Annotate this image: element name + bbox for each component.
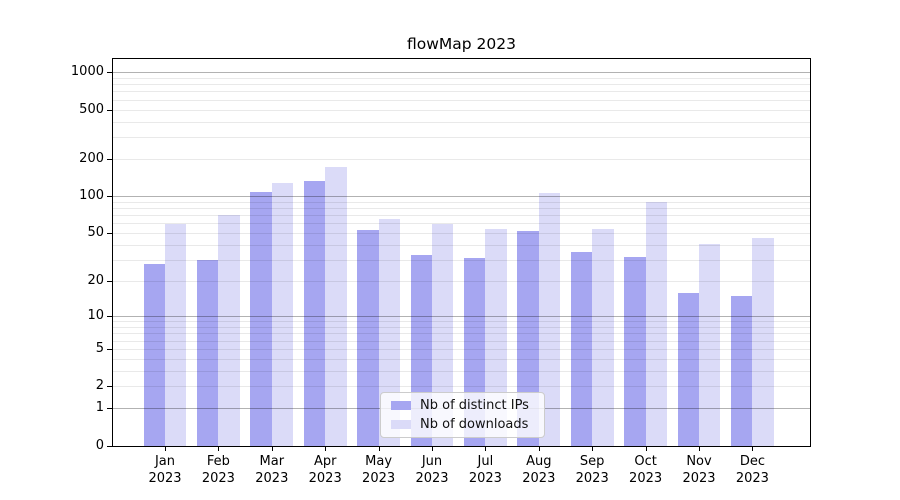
bar-nb-of-downloads-feb-2023	[218, 214, 240, 446]
chart-title: flowMap 2023	[406, 35, 516, 53]
x-tick-mark	[325, 447, 327, 451]
y-tick-mark	[107, 281, 113, 283]
legend-swatch-distinct-ips	[391, 401, 411, 410]
x-tick-label: Aug 2023	[522, 454, 556, 486]
y-tick-label: 5	[95, 340, 104, 356]
x-tick-mark	[592, 447, 594, 451]
legend-swatch-downloads	[391, 420, 411, 429]
x-tick-label: Jan 2023	[148, 454, 182, 486]
x-tick-mark	[378, 447, 380, 451]
bar-nb-of-downloads-sep-2023	[592, 229, 614, 446]
x-tick-label: Feb 2023	[201, 454, 235, 486]
bar-nb-of-distinct-ips-sep-2023	[570, 251, 593, 446]
x-tick-label: Dec 2023	[735, 454, 769, 486]
legend: Nb of distinct IPs Nb of downloads	[380, 392, 545, 438]
x-tick-label: Oct 2023	[629, 454, 663, 486]
x-tick-mark	[218, 447, 220, 451]
x-tick-mark	[699, 447, 700, 451]
bars-layer	[113, 59, 810, 446]
x-tick-label: Jul 2023	[468, 454, 502, 486]
legend-label-downloads: Nb of downloads	[420, 417, 529, 432]
y-tick-mark	[107, 316, 113, 317]
bar-nb-of-distinct-ips-apr-2023	[303, 181, 326, 446]
y-tick-label: 20	[87, 273, 104, 289]
y-tick-mark	[107, 196, 113, 198]
bar-nb-of-distinct-ips-may-2023	[357, 230, 379, 446]
y-tick-label: 2	[95, 378, 104, 394]
x-tick-mark	[432, 447, 433, 451]
x-tick-label: Jun 2023	[415, 454, 449, 486]
bar-nb-of-downloads-dec-2023	[752, 237, 774, 446]
x-tick-label: Sep 2023	[575, 454, 609, 486]
legend-row-downloads: Nb of downloads	[391, 415, 544, 434]
x-tick-label: Mar 2023	[255, 454, 289, 486]
y-tick-label: 100	[79, 188, 104, 204]
x-tick-mark	[271, 447, 273, 451]
y-tick-mark	[107, 72, 113, 74]
x-tick-label: Nov 2023	[682, 454, 716, 486]
y-tick-mark	[107, 159, 113, 160]
x-tick-label: Apr 2023	[308, 454, 342, 486]
bar-nb-of-distinct-ips-feb-2023	[197, 260, 219, 446]
bar-nb-of-downloads-aug-2023	[538, 193, 561, 446]
y-tick-mark	[107, 348, 113, 350]
x-tick-mark	[645, 447, 647, 451]
x-tick-mark	[538, 447, 540, 451]
y-tick-label: 500	[79, 101, 104, 117]
x-tick-mark	[752, 447, 754, 451]
y-tick-label: 1000	[70, 64, 104, 80]
plot-area: Nb of distinct IPs Nb of downloads	[112, 58, 811, 447]
y-tick-label: 0	[95, 437, 104, 453]
bar-nb-of-downloads-oct-2023	[645, 201, 667, 446]
legend-label-distinct-ips: Nb of distinct IPs	[420, 398, 529, 413]
y-tick-mark	[107, 445, 113, 447]
bar-nb-of-distinct-ips-mar-2023	[250, 192, 272, 446]
y-tick-mark	[107, 109, 113, 111]
y-tick-mark	[107, 233, 113, 235]
y-tick-label: 1	[95, 400, 104, 416]
x-tick-label: May 2023	[362, 454, 396, 486]
bar-nb-of-downloads-jan-2023	[165, 224, 187, 446]
x-tick-mark	[165, 447, 166, 451]
bar-nb-of-downloads-mar-2023	[271, 183, 294, 446]
bar-nb-of-downloads-jul-2023	[485, 229, 507, 446]
x-tick-mark	[485, 447, 487, 451]
y-tick-label: 200	[79, 151, 104, 166]
bar-nb-of-distinct-ips-oct-2023	[624, 256, 646, 446]
bar-nb-of-distinct-ips-jan-2023	[143, 263, 165, 446]
y-tick-label: 10	[87, 308, 104, 323]
bar-nb-of-distinct-ips-dec-2023	[731, 295, 753, 446]
y-tick-mark	[107, 386, 113, 388]
bar-nb-of-downloads-nov-2023	[699, 243, 721, 446]
y-tick-mark	[107, 408, 113, 410]
bar-nb-of-downloads-jun-2023	[432, 224, 454, 446]
legend-row-distinct-ips: Nb of distinct IPs	[391, 396, 544, 415]
bar-nb-of-downloads-apr-2023	[325, 167, 347, 446]
y-tick-label: 50	[87, 225, 104, 241]
bar-nb-of-downloads-may-2023	[378, 219, 400, 446]
bar-nb-of-distinct-ips-nov-2023	[677, 292, 699, 446]
